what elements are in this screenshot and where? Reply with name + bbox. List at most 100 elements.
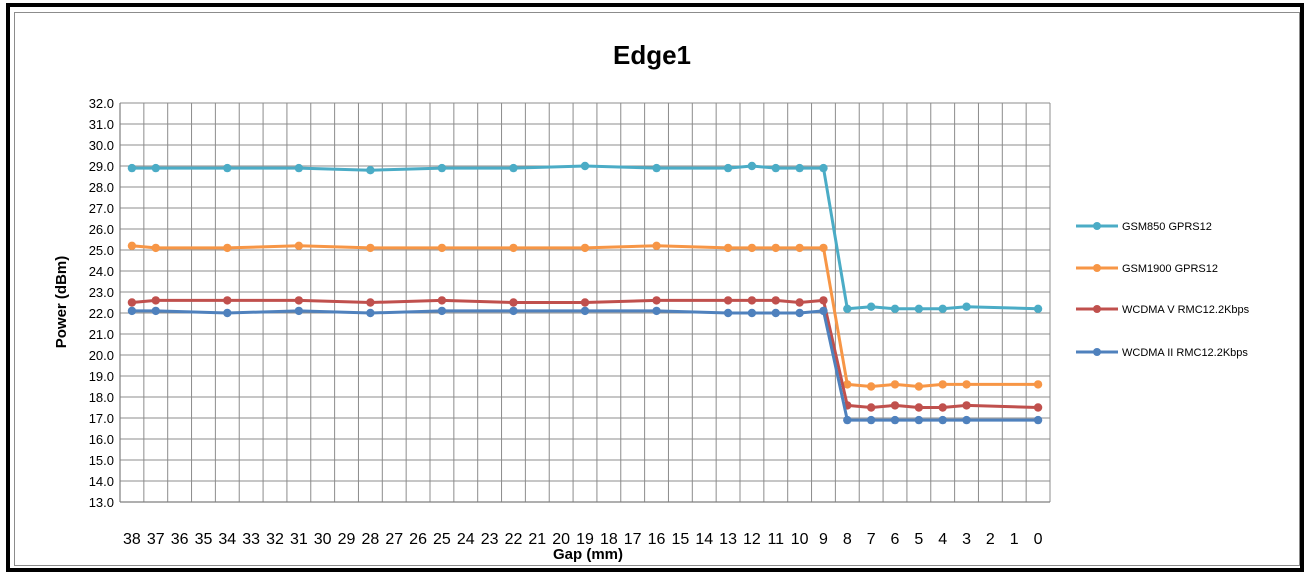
y-tick-label: 24.0 [89,264,114,279]
y-tick-label: 19.0 [89,369,114,384]
data-point [223,163,232,173]
x-tick-label: 38 [123,531,141,548]
data-point [938,403,947,412]
y-tick-label: 32.0 [89,96,114,111]
data-point [819,306,828,316]
x-tick-label: 12 [743,531,761,548]
y-tick-label: 16.0 [89,432,114,447]
data-point [723,308,733,318]
data-point [437,163,447,173]
data-point [366,243,375,253]
series-line [131,298,1039,409]
data-point [437,296,447,305]
data-point [914,403,924,412]
x-tick-label: 13 [719,531,737,548]
x-tick-label: 7 [867,531,876,548]
data-point [771,163,780,173]
data-point [366,298,375,307]
data-point [771,296,780,305]
data-point [1033,380,1043,389]
data-point [509,243,518,253]
data-point [1033,415,1043,425]
y-tick-label: 13.0 [89,495,114,510]
x-tick-label: 23 [481,531,499,548]
data-point [771,243,780,253]
data-point [938,380,947,389]
y-tick-label: 26.0 [89,222,114,237]
y-axis-title: Power (dBm) [53,256,70,349]
data-point [962,380,971,389]
data-point [366,166,375,175]
y-tick-label: 28.0 [89,180,114,195]
data-point [580,161,590,171]
y-tick-label: 31.0 [89,117,114,132]
data-point [294,296,304,305]
x-tick-label: 25 [433,531,451,548]
x-tick-label: 0 [1034,531,1043,548]
data-point [914,415,924,425]
y-tick-label: 30.0 [89,138,114,153]
data-point [652,296,661,305]
data-point [866,302,876,311]
data-point [843,304,852,313]
data-point [1033,403,1043,412]
data-point [509,306,518,316]
x-tick-label: 4 [938,531,947,548]
data-point [509,163,518,173]
data-point [223,243,232,253]
legend-item: GSM850 GPRS12 [1076,221,1212,233]
x-tick-label: 2 [986,531,995,548]
data-point [580,306,590,316]
legend-label: WCDMA II RMC12.2Kbps [1122,347,1248,359]
data-point [866,382,876,391]
x-tick-label: 8 [843,531,852,548]
x-tick-label: 22 [505,531,523,548]
y-tick-label: 20.0 [89,348,114,363]
data-point [294,306,304,316]
data-point [890,304,900,313]
data-point [127,163,137,173]
y-tick-label: 17.0 [89,411,114,426]
data-point [151,296,160,305]
y-tick-label: 18.0 [89,390,114,405]
data-point [580,243,590,253]
x-tick-label: 37 [147,531,165,548]
data-point [437,243,447,253]
data-point [962,415,971,425]
data-point [914,382,924,391]
x-tick-label: 36 [171,531,189,548]
data-point [771,308,780,318]
chart-title: Edge1 [613,40,691,70]
data-point [795,163,804,173]
data-point [723,163,733,173]
x-tick-label: 33 [242,531,260,548]
data-point [127,241,137,250]
data-point [747,243,757,253]
data-point [962,401,971,410]
data-point [747,308,757,318]
data-point [509,298,518,307]
x-tick-label: 9 [819,531,828,548]
data-point [723,296,733,305]
legend: GSM850 GPRS12 GSM1900 GPRS12 WCDMA V RMC12… [1076,221,1250,359]
x-tick-label: 24 [457,531,475,548]
data-point [223,296,232,305]
x-axis-title: Gap (mm) [553,546,623,563]
y-tick-label: 27.0 [89,201,114,216]
outer-frame [6,3,1304,572]
data-point [890,401,900,410]
data-point [866,403,876,412]
data-point [437,306,447,316]
legend-label: GSM1900 GPRS12 [1122,263,1218,275]
chart-area-frame [14,12,1300,566]
data-point [866,415,876,425]
data-point [938,304,947,313]
data-point [723,243,733,253]
legend-item: WCDMA II RMC12.2Kbps [1076,347,1248,359]
series-wcdma-v-rmc12-2kbps [127,296,1043,412]
x-tick-label: 19 [576,531,594,548]
x-tick-label: 6 [891,531,900,548]
data-point [819,243,828,253]
x-tick-label: 18 [600,531,618,548]
